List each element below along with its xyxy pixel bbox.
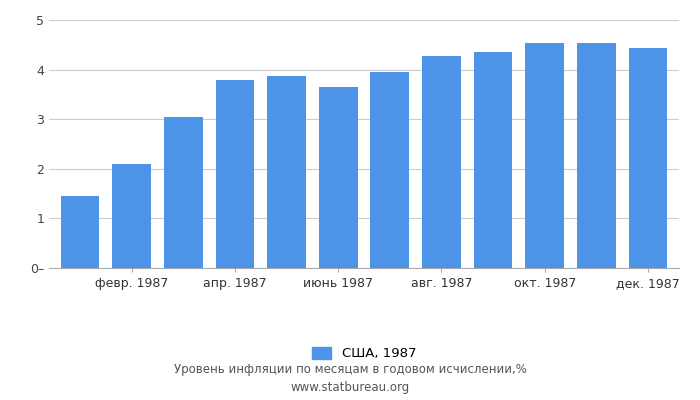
Bar bbox=[318, 87, 358, 268]
Bar bbox=[577, 43, 616, 268]
Text: Уровень инфляции по месяцам в годовом исчислении,%: Уровень инфляции по месяцам в годовом ис… bbox=[174, 364, 526, 376]
Bar bbox=[370, 72, 410, 268]
Bar bbox=[112, 164, 151, 268]
Bar bbox=[267, 76, 306, 268]
Bar bbox=[629, 48, 667, 268]
Legend: США, 1987: США, 1987 bbox=[307, 342, 421, 366]
Bar bbox=[164, 117, 202, 268]
Bar bbox=[474, 52, 512, 268]
Text: www.statbureau.org: www.statbureau.org bbox=[290, 382, 410, 394]
Bar bbox=[422, 56, 461, 268]
Bar bbox=[61, 196, 99, 268]
Bar bbox=[216, 80, 254, 268]
Bar bbox=[526, 43, 564, 268]
